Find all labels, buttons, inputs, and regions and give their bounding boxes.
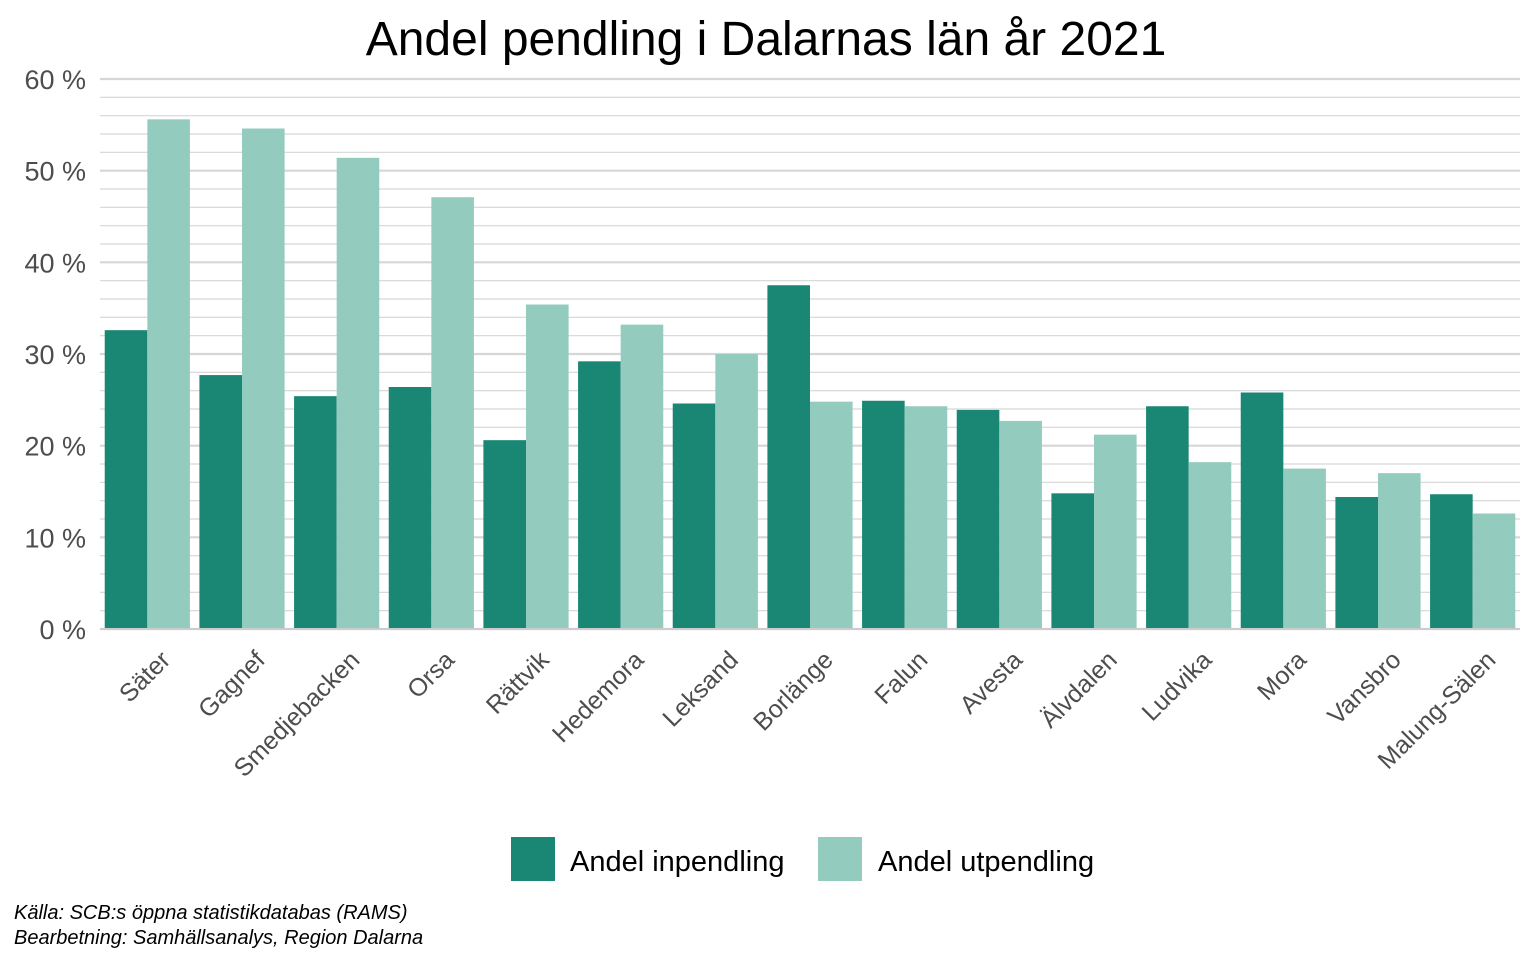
x-tick-label: Ludvika xyxy=(1137,646,1218,727)
legend: Andel inpendling Andel utpendling xyxy=(511,837,1094,881)
bar-inpendling xyxy=(578,361,621,629)
bar-utpendling xyxy=(147,119,190,629)
x-tick-label: Vansbro xyxy=(1322,646,1406,730)
bar-inpendling xyxy=(767,285,810,629)
y-tick-label: 20 % xyxy=(24,432,86,462)
bar-utpendling xyxy=(1378,473,1421,629)
bar-inpendling xyxy=(1335,497,1378,629)
bar-inpendling xyxy=(294,396,337,629)
y-tick-label: 60 % xyxy=(24,65,86,95)
legend-label: Andel utpendling xyxy=(878,846,1094,878)
bar-utpendling xyxy=(526,304,569,629)
source-caption: Källa: SCB:s öppna statistikdatabas (RAM… xyxy=(14,902,408,924)
bar-utpendling xyxy=(999,420,1042,629)
bar-utpendling xyxy=(715,354,758,629)
legend-swatch xyxy=(511,837,555,881)
bar-inpendling xyxy=(956,409,1000,629)
bar-utpendling xyxy=(1283,468,1326,629)
y-tick-label: 10 % xyxy=(24,523,86,553)
bar-inpendling xyxy=(104,330,148,629)
processing-caption: Bearbetning: Samhällsanalys, Region Dala… xyxy=(14,927,424,949)
bar-inpendling xyxy=(1240,392,1284,629)
x-tick-label: Älvdalen xyxy=(1035,646,1123,734)
bar-inpendling xyxy=(199,375,242,629)
x-tick-label: Orsa xyxy=(402,646,460,704)
bar-utpendling xyxy=(1188,462,1232,629)
bar-inpendling xyxy=(1146,406,1189,629)
bar-inpendling xyxy=(672,403,716,629)
bar-inpendling xyxy=(1051,493,1094,629)
x-tick-label: Gagnef xyxy=(193,646,271,724)
y-tick-label: 40 % xyxy=(24,248,86,278)
x-tick-label: Säter xyxy=(114,646,176,708)
x-tick-label: Falun xyxy=(869,646,933,710)
bar-inpendling xyxy=(483,440,526,629)
x-tick-label: Rättvik xyxy=(481,646,555,720)
bar-utpendling xyxy=(904,406,948,629)
x-tick-label: Borlänge xyxy=(748,646,839,737)
y-tick-label: 50 % xyxy=(24,157,86,187)
x-tick-label: Hedemora xyxy=(547,646,649,748)
bar-utpendling xyxy=(431,197,474,629)
bars xyxy=(104,119,1516,630)
bar-inpendling xyxy=(862,400,905,629)
x-tick-label: Avesta xyxy=(954,646,1028,720)
bar-inpendling xyxy=(1430,494,1473,629)
legend-swatch xyxy=(818,837,862,881)
bar-utpendling xyxy=(242,128,285,629)
y-tick-label: 0 % xyxy=(39,615,86,645)
bar-utpendling xyxy=(620,324,664,629)
x-tick-label: Mora xyxy=(1252,646,1312,706)
y-tick-label: 30 % xyxy=(24,340,86,370)
x-tick-label: Leksand xyxy=(657,646,744,733)
bar-utpendling xyxy=(810,401,853,629)
bar-utpendling xyxy=(1094,434,1137,629)
y-axis: 0 % 10 % 20 % 30 % 40 % 50 % 60 % xyxy=(24,65,86,645)
bar-utpendling xyxy=(1472,513,1516,629)
bar-inpendling xyxy=(388,387,432,629)
chart-title: Andel pendling i Dalarnas län år 2021 xyxy=(366,13,1167,66)
bar-utpendling xyxy=(336,157,380,630)
legend-label: Andel inpendling xyxy=(570,846,784,878)
